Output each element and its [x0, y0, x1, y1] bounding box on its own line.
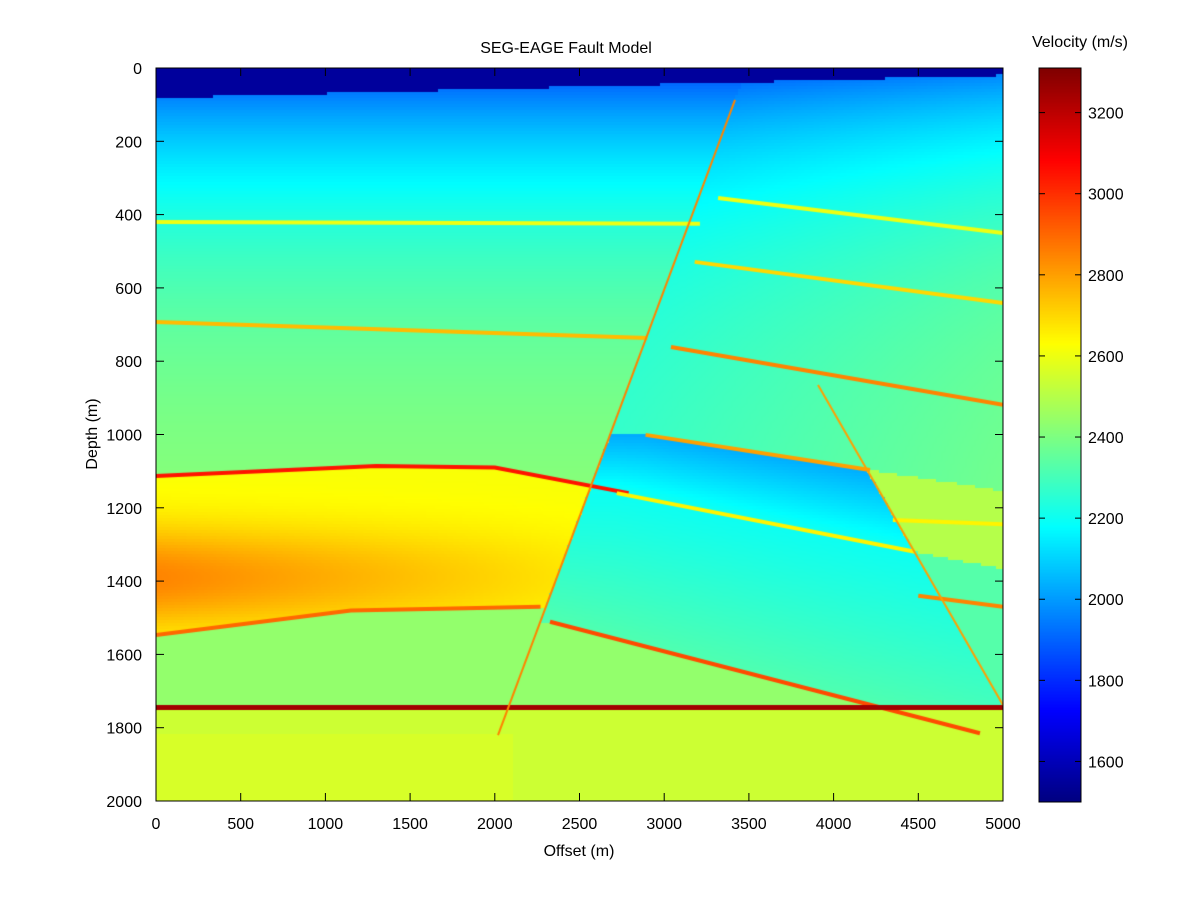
y-tick-label: 600	[115, 281, 142, 298]
colorbar-tick-label: 2800	[1088, 268, 1124, 285]
colorbar-tick-label: 2600	[1088, 349, 1124, 366]
x-tick-label: 4000	[816, 816, 852, 833]
colorbar	[1039, 68, 1081, 802]
y-tick-label: 1000	[106, 428, 142, 445]
colorbar-tick-label: 3200	[1088, 106, 1124, 123]
y-tick-label: 200	[115, 134, 142, 151]
y-tick-label: 0	[133, 61, 142, 78]
y-tick-label: 1600	[106, 647, 142, 664]
colorbar-frame	[1038, 67, 1082, 803]
y-tick-label: 800	[115, 354, 142, 371]
plot-frame	[155, 67, 1004, 802]
y-axis-label: Depth (m)	[84, 398, 101, 469]
x-tick-label: 5000	[985, 816, 1021, 833]
colorbar-tick-label: 1600	[1088, 754, 1124, 771]
colorbar-tick-label: 2000	[1088, 592, 1124, 609]
y-tick-label: 1800	[106, 721, 142, 738]
chart-title: SEG-EAGE Fault Model	[480, 40, 652, 57]
velocity-heatmap	[156, 68, 1003, 801]
x-tick-label: 500	[227, 816, 254, 833]
y-tick-label: 2000	[106, 794, 142, 811]
colorbar-tick-label: 2400	[1088, 430, 1124, 447]
x-tick-label: 3000	[646, 816, 682, 833]
x-tick-label: 2000	[477, 816, 513, 833]
y-tick-label: 400	[115, 208, 142, 225]
x-axis-label: Offset (m)	[544, 843, 615, 860]
x-tick-label: 1000	[308, 816, 344, 833]
x-tick-label: 1500	[392, 816, 428, 833]
x-tick-label: 0	[152, 816, 161, 833]
y-tick-label: 1400	[106, 574, 142, 591]
colorbar-tick-label: 2200	[1088, 511, 1124, 528]
x-tick-label: 3500	[731, 816, 767, 833]
x-tick-label: 4500	[901, 816, 937, 833]
x-tick-label: 2500	[562, 816, 598, 833]
colorbar-tick-label: 3000	[1088, 187, 1124, 204]
y-tick-label: 1200	[106, 501, 142, 518]
colorbar-tick-label: 1800	[1088, 673, 1124, 690]
colorbar-label: Velocity (m/s)	[1032, 34, 1128, 51]
